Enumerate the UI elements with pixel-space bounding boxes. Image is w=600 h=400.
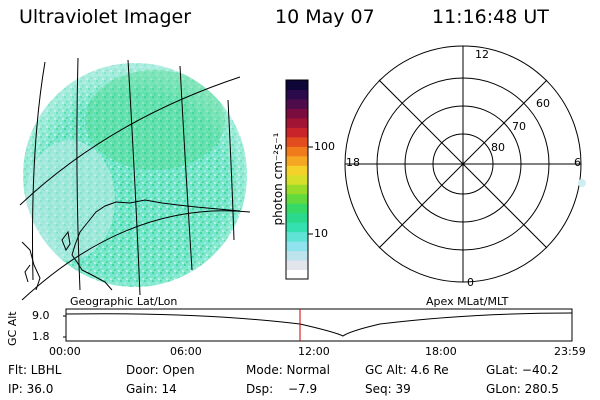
altitude-ytick-1-8: 1.8 — [32, 330, 50, 343]
altitude-plot — [63, 308, 573, 342]
polar-hour-bottom: 0 — [467, 276, 474, 289]
colorbar-band — [286, 165, 308, 176]
door-info: Door: Open — [126, 363, 195, 377]
polar-hour-right: 6 — [574, 156, 581, 169]
dsp-label: Dsp: — [246, 382, 274, 396]
seq-info: Seq: 39 — [365, 382, 411, 396]
earth-disk-image — [23, 63, 247, 287]
time-label: 11:16:48 UT — [432, 6, 549, 28]
meridian-line — [76, 57, 81, 291]
map-caption: Geographic Lat/Lon — [70, 295, 178, 308]
polar-caption: Apex MLat/MLT — [426, 295, 509, 308]
mode-info: Mode: Normal — [246, 363, 330, 377]
colorbar-band — [286, 184, 308, 195]
meridian-line — [32, 61, 46, 281]
colorbar-band — [286, 193, 308, 204]
colorbar-band — [286, 231, 308, 242]
colorbar-tick-100: 100 — [314, 140, 335, 153]
glat-info: GLat: −40.2 — [486, 363, 559, 377]
colorbar-band — [286, 269, 308, 280]
coastline — [21, 199, 241, 291]
altitude-ytick-9: 9.0 — [32, 309, 50, 322]
colorbar-unit-label: photon cm⁻²s⁻¹ — [271, 132, 285, 226]
colorbar-band — [286, 174, 308, 185]
polar-hour-left: 18 — [346, 156, 360, 169]
dsp-value: −7.9 — [288, 382, 318, 396]
geographic-grid — [19, 57, 251, 301]
time-tick-1200: 12:00 — [298, 345, 330, 358]
colorbar-band — [286, 241, 308, 252]
colorbar-band — [286, 222, 308, 233]
polar-lat-70: 70 — [512, 120, 526, 133]
polar-plot — [344, 45, 582, 283]
ip-info: IP: 36.0 — [8, 382, 54, 396]
polar-hour-top: 12 — [475, 48, 489, 61]
time-tick-1800: 18:00 — [425, 345, 457, 358]
colorbar-band — [286, 203, 308, 214]
meridian-line — [127, 59, 141, 296]
colorbar-band — [286, 212, 308, 223]
instrument-title: Ultraviolet Imager — [19, 6, 192, 28]
meridian-line — [227, 99, 235, 241]
polar-lat-80: 80 — [491, 141, 505, 154]
colorbar-tick-10: 10 — [314, 227, 328, 240]
colorbar-band — [286, 155, 308, 166]
polar-lat-60: 60 — [536, 97, 550, 110]
gc-alt-info: GC Alt: 4.6 Re — [365, 363, 449, 377]
meridian-line — [179, 65, 193, 271]
colorbar-band — [286, 127, 308, 138]
filter-info: Flt: LBHL — [8, 363, 62, 377]
polar-edge-patch — [578, 179, 586, 187]
gain-info: Gain: 14 — [126, 382, 177, 396]
colorbar-band — [286, 117, 308, 128]
colorbar-band — [286, 89, 308, 100]
latitude-line — [19, 76, 241, 206]
colorbar-band — [286, 146, 308, 157]
colorbar-band — [286, 250, 308, 261]
time-tick-0600: 06:00 — [170, 345, 202, 358]
coastline-latitude — [21, 210, 251, 301]
colorbar-band — [286, 260, 308, 271]
colorbar — [285, 79, 313, 280]
colorbar-band — [286, 108, 308, 119]
colorbar-band — [286, 80, 308, 90]
time-tick-2359: 23:59 — [554, 345, 586, 358]
time-tick-0000: 00:00 — [49, 345, 81, 358]
colorbar-band — [286, 136, 308, 147]
colorbar-band — [286, 98, 308, 109]
altitude-curve — [65, 312, 573, 337]
glon-info: GLon: 280.5 — [486, 382, 559, 396]
polar-diagonal — [378, 79, 548, 249]
altitude-ylabel: GC Alt — [6, 311, 19, 346]
date-label: 10 May 07 — [275, 6, 375, 28]
